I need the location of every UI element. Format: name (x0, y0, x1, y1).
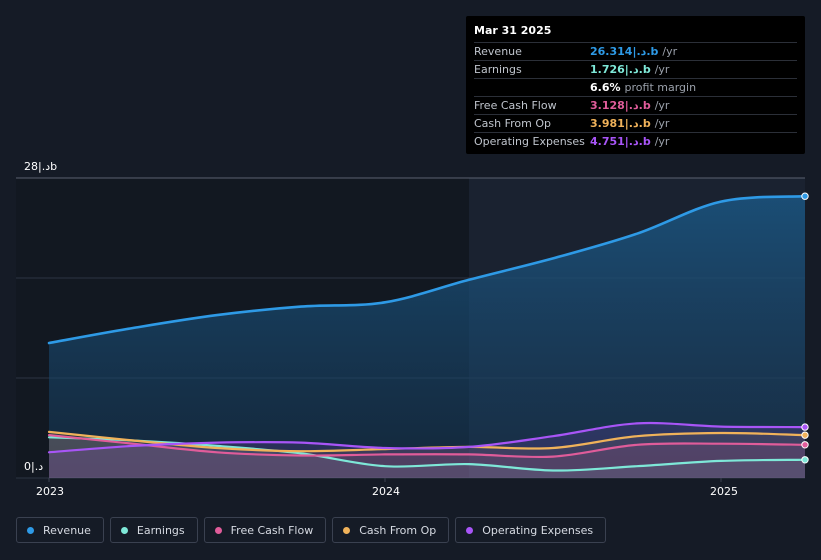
tooltip-date: Mar 31 2025 (474, 24, 552, 37)
series-end-marker-earnings (801, 456, 809, 464)
tooltip-row-free-cash-flow: Free Cash Flow 3.128|.د.b /yr (474, 96, 797, 114)
legend-dot-icon (27, 526, 34, 534)
tooltip-label: Operating Expenses (474, 135, 585, 148)
legend-dot-icon (120, 526, 128, 534)
tooltip-unit: /yr (654, 99, 670, 112)
x-tick-label-2025: 2025 (710, 485, 738, 498)
tooltip-row-cash-from-op: Cash From Op 3.981|.د.b /yr (474, 114, 797, 132)
tooltip-row-revenue: Revenue 26.314|.د.b /yr (474, 42, 797, 60)
tooltip-unit: /yr (654, 63, 670, 76)
series-end-marker-operating-expenses (801, 423, 809, 431)
legend-label: Revenue (43, 523, 91, 537)
legend: Revenue Earnings Free Cash Flow Cash Fro… (16, 517, 607, 543)
tooltip-label: Revenue (474, 45, 522, 58)
series-end-marker-free-cash-flow (801, 441, 809, 449)
legend-item-revenue[interactable]: Revenue (16, 517, 104, 543)
tooltip-label: Free Cash Flow (474, 99, 557, 112)
x-tick-label-2023: 2023 (36, 485, 64, 498)
tooltip-unit: /yr (662, 45, 678, 58)
tooltip-row-earnings: Earnings 1.726|.د.b /yr (474, 60, 797, 78)
tooltip-unit: /yr (654, 135, 670, 148)
tooltip-label: Earnings (474, 63, 522, 76)
y-axis-bottom-label: 0|.د (24, 460, 44, 473)
legend-item-free-cash-flow[interactable]: Free Cash Flow (203, 517, 327, 543)
tooltip-label: Cash From Op (474, 117, 552, 130)
series-area-operating-expenses (49, 423, 805, 478)
legend-label: Earnings (136, 523, 185, 537)
series-area-revenue (49, 196, 805, 478)
legend-label: Operating Expenses (482, 523, 594, 537)
y-axis-top-label: 28|.دb (24, 160, 58, 173)
tooltip-value: 4.751|.د.b (590, 135, 651, 148)
tooltip-row-profit-margin: 6.6% profit margin (474, 78, 797, 96)
legend-dot-icon (214, 526, 222, 534)
series-end-marker-revenue (801, 192, 809, 200)
legend-item-earnings[interactable]: Earnings (109, 517, 198, 543)
tooltip-value: 3.981|.د.b (590, 117, 651, 130)
tooltip-value: 1.726|.د.b (590, 63, 651, 76)
tooltip-value: 26.314|.د.b (590, 45, 659, 58)
legend-dot-icon (466, 526, 474, 534)
legend-dot-icon (343, 526, 351, 534)
series-end-marker-cash-from-op (801, 431, 809, 439)
series-line-operating-expenses (47, 421, 807, 454)
tooltip-value: 6.6% (590, 81, 621, 94)
series-line-free-cash-flow (47, 434, 807, 459)
legend-item-cash-from-op[interactable]: Cash From Op (332, 517, 450, 543)
series-line-revenue (47, 194, 807, 345)
legend-item-operating-expenses[interactable]: Operating Expenses (455, 517, 607, 543)
tooltip: Mar 31 2025 Revenue 26.314|.د.b /yr Earn… (466, 16, 805, 154)
legend-label: Cash From Op (359, 523, 437, 537)
tooltip-value: 3.128|.د.b (590, 99, 651, 112)
x-tick-label-2024: 2024 (372, 485, 400, 498)
tooltip-unit: /yr (654, 117, 670, 130)
legend-label: Free Cash Flow (230, 523, 314, 537)
tooltip-unit: profit margin (624, 81, 697, 94)
tooltip-row-operating-expenses: Operating Expenses 4.751|.د.b /yr (474, 132, 797, 150)
